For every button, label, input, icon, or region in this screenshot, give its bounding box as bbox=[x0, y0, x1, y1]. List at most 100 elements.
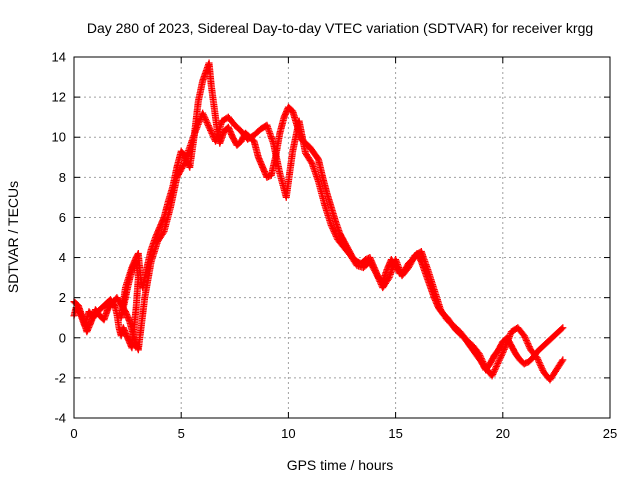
data-point bbox=[500, 347, 508, 355]
data-point bbox=[176, 167, 184, 175]
data-point bbox=[495, 356, 503, 364]
data-point bbox=[535, 357, 543, 365]
data-point bbox=[559, 356, 567, 364]
data-point bbox=[408, 258, 416, 266]
y-tick-label: 10 bbox=[52, 130, 66, 145]
data-point bbox=[332, 231, 340, 239]
data-point bbox=[409, 255, 417, 263]
data-point bbox=[206, 125, 214, 133]
data-point bbox=[538, 365, 546, 373]
data-point bbox=[475, 350, 483, 358]
data-point bbox=[199, 111, 207, 119]
data-point bbox=[204, 120, 212, 128]
data-point bbox=[328, 223, 336, 231]
data-point bbox=[366, 258, 374, 266]
data-point bbox=[307, 158, 315, 166]
data-point bbox=[367, 261, 375, 269]
data-point bbox=[201, 115, 209, 123]
data-point bbox=[199, 109, 207, 117]
data-point bbox=[368, 262, 376, 270]
data-point bbox=[490, 369, 498, 377]
x-tick-label: 15 bbox=[388, 426, 402, 441]
data-point bbox=[376, 277, 384, 285]
data-point bbox=[494, 359, 502, 367]
data-point bbox=[537, 363, 545, 371]
data-point bbox=[370, 265, 378, 273]
x-axis-label: GPS time / hours bbox=[287, 457, 394, 473]
data-point bbox=[490, 367, 498, 375]
y-tick-label: 12 bbox=[52, 90, 66, 105]
data-point bbox=[521, 333, 529, 341]
data-point bbox=[477, 353, 485, 361]
data-point bbox=[498, 350, 506, 358]
data-point bbox=[491, 366, 499, 374]
data-point bbox=[480, 359, 488, 367]
data-point bbox=[159, 229, 167, 237]
data-point bbox=[476, 351, 484, 359]
x-tick-label: 0 bbox=[70, 426, 77, 441]
data-point bbox=[496, 355, 504, 363]
data-point bbox=[479, 358, 487, 366]
data-point bbox=[174, 172, 182, 180]
data-point bbox=[208, 129, 216, 137]
data-point bbox=[178, 164, 186, 172]
data-point bbox=[497, 352, 505, 360]
data-point bbox=[175, 169, 183, 177]
data-point bbox=[371, 267, 379, 275]
plot-frame bbox=[73, 56, 611, 419]
data-point bbox=[558, 357, 566, 365]
x-tick-label: 25 bbox=[603, 426, 617, 441]
data-point bbox=[522, 336, 530, 344]
data-point bbox=[492, 363, 500, 371]
y-tick-label: 2 bbox=[59, 290, 66, 305]
data-point bbox=[173, 173, 181, 181]
data-point bbox=[480, 361, 488, 369]
data-point bbox=[203, 119, 211, 127]
chart-title: Day 280 of 2023, Sidereal Day-to-day VTE… bbox=[87, 20, 593, 36]
data-point bbox=[478, 356, 486, 364]
data-point bbox=[524, 340, 532, 348]
data-point bbox=[205, 123, 213, 131]
data-point bbox=[520, 332, 528, 340]
data-point bbox=[489, 370, 497, 378]
data-point bbox=[534, 355, 542, 363]
data-point bbox=[204, 122, 212, 130]
data-point bbox=[535, 359, 543, 367]
data-point bbox=[500, 345, 508, 353]
data-point bbox=[497, 353, 505, 361]
data-point bbox=[372, 268, 379, 276]
y-tick-label: 4 bbox=[59, 250, 66, 265]
data-point bbox=[523, 338, 531, 346]
y-tick-label: 0 bbox=[59, 330, 66, 345]
data-point bbox=[369, 264, 377, 272]
data-point bbox=[533, 354, 541, 362]
y-axis-label: SDTVAR / TECUs bbox=[5, 181, 21, 293]
data-point bbox=[406, 261, 414, 269]
data-point bbox=[525, 343, 533, 351]
data-points bbox=[70, 59, 567, 384]
data-point bbox=[202, 117, 210, 125]
y-tick-label: -4 bbox=[54, 411, 66, 426]
data-point bbox=[367, 259, 375, 267]
data-point bbox=[525, 341, 533, 349]
data-point bbox=[207, 128, 215, 136]
data-point bbox=[372, 270, 380, 278]
data-point bbox=[327, 221, 335, 229]
data-point bbox=[408, 256, 416, 264]
x-tick-label: 10 bbox=[281, 426, 295, 441]
data-point bbox=[499, 348, 507, 356]
data-point bbox=[492, 364, 500, 372]
data-point bbox=[375, 276, 383, 284]
data-point bbox=[495, 358, 503, 366]
data-point bbox=[488, 372, 496, 380]
data-point bbox=[201, 114, 209, 122]
data-point bbox=[207, 126, 215, 134]
grid-lines bbox=[74, 57, 610, 418]
x-tick-label: 20 bbox=[496, 426, 510, 441]
data-point bbox=[477, 355, 485, 363]
data-point bbox=[522, 335, 530, 343]
y-tick-label: 14 bbox=[52, 50, 66, 65]
data-point bbox=[404, 264, 412, 272]
data-point bbox=[331, 229, 339, 237]
x-tick-label: 5 bbox=[178, 426, 185, 441]
